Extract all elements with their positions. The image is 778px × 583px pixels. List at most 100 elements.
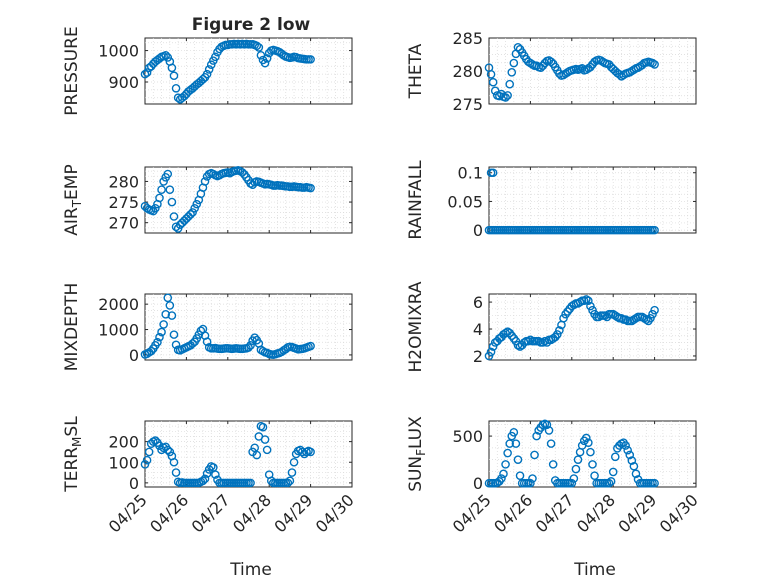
data-point <box>204 65 214 74</box>
data-point <box>513 455 523 464</box>
data-point <box>606 477 616 486</box>
y-axis-label: RAINFALL <box>406 160 426 240</box>
y-tick-label: 500 <box>452 427 483 446</box>
data-point <box>495 91 504 101</box>
data-point <box>509 58 519 68</box>
y-tick-label: 270 <box>108 214 139 233</box>
data-point <box>262 445 272 455</box>
data-point <box>621 315 630 324</box>
subplot-theta: 275 280 285 THETA <box>406 29 697 114</box>
data-point <box>246 478 255 488</box>
data-point <box>167 197 177 207</box>
data-point <box>169 457 179 467</box>
data-point <box>171 83 181 93</box>
data-point <box>553 330 562 339</box>
data-point <box>298 447 307 457</box>
data-point <box>555 326 564 335</box>
y-tick-label: 275 <box>108 193 139 212</box>
data-point <box>540 336 550 346</box>
data-point <box>151 203 160 213</box>
data-point <box>155 332 164 342</box>
data-point <box>157 185 166 194</box>
data-point <box>167 311 177 320</box>
plot-area <box>488 166 697 234</box>
data-point <box>196 326 206 336</box>
data-point <box>171 222 181 232</box>
subplot-pressure: 900 1000 PRESSURE <box>62 26 353 116</box>
data-point <box>509 428 519 437</box>
data-point <box>163 53 173 62</box>
x-axis-label-right: Time <box>573 560 616 580</box>
data-point <box>573 455 583 464</box>
series-markers <box>484 168 659 235</box>
data-point <box>306 55 315 64</box>
data-point <box>499 469 508 479</box>
data-point <box>159 177 168 186</box>
data-point <box>488 342 498 351</box>
y-axis-label: AIRTEMP <box>62 164 84 235</box>
data-point <box>610 452 620 462</box>
data-point <box>306 183 315 193</box>
y-tick-label: 0 <box>473 474 483 493</box>
subplot-mixdepth: 0 1000 2000 MIXDEPTH <box>62 283 353 371</box>
y-tick-label: 100 <box>108 453 139 472</box>
data-point <box>198 476 208 486</box>
plot-area <box>488 420 697 488</box>
data-point <box>501 460 510 469</box>
data-point <box>246 340 255 350</box>
data-point <box>515 471 525 480</box>
data-point <box>188 208 197 217</box>
plot-area <box>144 166 353 234</box>
data-point <box>484 351 494 361</box>
data-point <box>161 310 170 319</box>
data-point <box>260 58 270 68</box>
data-point <box>546 439 556 448</box>
series-markers <box>484 295 659 361</box>
data-point <box>144 447 154 457</box>
series-markers <box>140 293 315 359</box>
data-point <box>530 450 539 460</box>
data-point <box>526 478 535 488</box>
data-point <box>306 447 315 457</box>
data-point <box>306 341 315 351</box>
y-tick-label: 0 <box>473 221 483 240</box>
data-point <box>260 435 270 444</box>
data-point <box>163 445 173 455</box>
data-point <box>283 478 293 488</box>
y-tick-label: 4 <box>473 320 483 339</box>
data-point <box>650 305 659 315</box>
data-point <box>590 471 599 480</box>
data-point <box>165 301 175 310</box>
data-point <box>146 346 156 356</box>
data-point <box>142 455 152 465</box>
data-point <box>588 305 597 315</box>
data-point <box>202 337 212 347</box>
data-point <box>237 168 247 177</box>
data-point <box>650 478 659 488</box>
data-point <box>627 456 637 465</box>
plot-area <box>488 37 697 105</box>
data-point <box>163 169 173 179</box>
y-axis-label: PRESSURE <box>62 26 82 115</box>
data-point <box>503 91 512 100</box>
data-point <box>571 464 581 474</box>
data-point <box>577 64 587 73</box>
data-point <box>528 474 537 483</box>
data-point <box>254 43 264 52</box>
data-point <box>569 474 579 483</box>
y-tick-label: 0 <box>129 346 139 365</box>
data-point <box>555 69 564 78</box>
data-point <box>165 447 175 457</box>
y-tick-label: 2 <box>473 347 483 366</box>
data-point <box>169 212 179 221</box>
data-point <box>584 438 593 447</box>
y-axis-label: H2OMIXRA <box>406 281 426 372</box>
data-point <box>581 295 591 304</box>
data-point <box>252 450 262 460</box>
data-point <box>631 313 641 323</box>
data-point <box>588 460 597 469</box>
data-point <box>155 441 164 451</box>
series-markers <box>140 421 315 488</box>
